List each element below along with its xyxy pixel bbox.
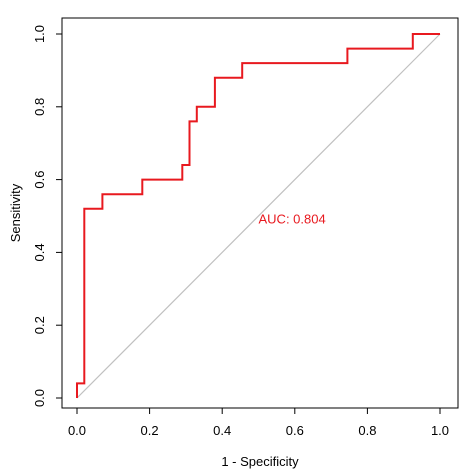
y-tick-label: 0.4 — [32, 243, 47, 261]
x-tick-label: 0.2 — [141, 423, 159, 438]
x-tick-label: 0.4 — [213, 423, 231, 438]
y-tick-label: 0.8 — [32, 98, 47, 116]
x-tick-label: 1.0 — [431, 423, 449, 438]
x-tick-label: 0.0 — [68, 423, 86, 438]
y-axis-title: Sensitivity — [8, 183, 23, 242]
roc-curve-line — [76, 33, 440, 398]
y-tick-label: 1.0 — [32, 25, 47, 43]
y-tick-label: 0.6 — [32, 171, 47, 189]
y-tick-label: 0.0 — [32, 389, 47, 407]
y-tick-label: 0.2 — [32, 316, 47, 334]
auc-annotation: AUC: 0.804 — [259, 211, 326, 226]
plot-area: 0.0 0.2 0.4 0.6 0.8 1.0 0.0 0.2 0.4 0.6 0.8 1.0 AUC:… — [32, 17, 459, 438]
plot-frame — [61, 17, 459, 409]
x-axis-title: 1 - Specificity — [221, 454, 299, 469]
x-tick-label: 0.6 — [286, 423, 304, 438]
reference-diagonal-line — [76, 33, 441, 399]
x-tick-label: 0.8 — [358, 423, 376, 438]
